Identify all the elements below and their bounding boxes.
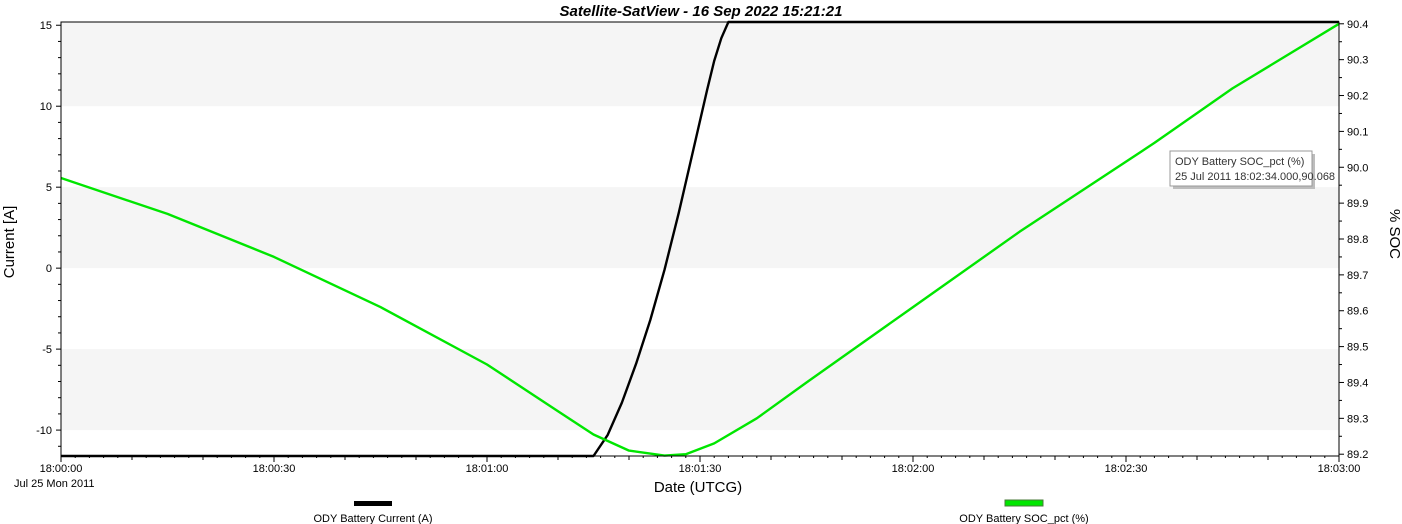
- grid-band: [61, 349, 1339, 431]
- y-right-tick-label: 89.6: [1347, 306, 1368, 318]
- y-right-tick-label: 89.2: [1347, 449, 1368, 461]
- grid-band: [61, 22, 1339, 107]
- y-right-tick-label: 89.5: [1347, 342, 1368, 354]
- series-line-battery-soc: [60, 22, 1340, 457]
- y-right-tick-label: 89.8: [1347, 234, 1368, 246]
- legend-label-current: ODY Battery Current (A): [314, 513, 433, 524]
- y-left-tick-label: 15: [40, 20, 52, 32]
- x-tick-label: 18:00:30: [253, 463, 296, 475]
- y-right-tick-label: 90.4: [1347, 19, 1368, 31]
- y-right-ticks: 90.4 90.3 90.2 90.1 90.0 89.9 89.8 89.7 89.6 89.5…: [1339, 19, 1368, 461]
- x-date-label: Jul 25 Mon 2011: [14, 478, 95, 490]
- y-left-tick-label: -5: [42, 344, 52, 356]
- legend-swatch-current: [354, 501, 392, 506]
- y-right-tick-label: 90.0: [1347, 162, 1368, 174]
- y-right-tick-label: 89.9: [1347, 198, 1368, 210]
- y-right-tick-label: 90.3: [1347, 55, 1368, 67]
- y-left-axis-title: Current [A]: [1, 206, 18, 279]
- x-axis-title: Date (UTCG): [654, 479, 742, 496]
- legend-label-soc: ODY Battery SOC_pct (%): [959, 513, 1088, 524]
- series-layer: [60, 20, 1340, 458]
- tooltip-box: [1169, 150, 1313, 187]
- x-tick-label: 18:02:30: [1105, 463, 1148, 475]
- x-tick-label: 18:01:30: [679, 463, 722, 475]
- plot-frame: [60, 21, 1340, 457]
- y-left-ticks: 15 10 5 0 -5 -10: [36, 20, 61, 447]
- tooltip: ODY Battery SOC_pct (%) 25 Jul 2011 18:0…: [1169, 150, 1335, 189]
- tooltip-line2: 25 Jul 2011 18:02:34.000,90.068: [1175, 171, 1335, 183]
- series-line-battery-current: [61, 20, 1339, 458]
- y-left-tick-label: 5: [46, 182, 52, 194]
- y-left-tick-label: 10: [40, 101, 52, 113]
- x-tick-label: 18:03:00: [1318, 463, 1361, 475]
- tooltip-line1: ODY Battery SOC_pct (%): [1175, 156, 1304, 168]
- x-tick-label: 18:01:00: [466, 463, 509, 475]
- y-left-tick-label: 0: [46, 263, 52, 275]
- y-right-tick-label: 90.1: [1347, 126, 1368, 138]
- y-right-tick-label: 90.2: [1347, 91, 1368, 103]
- y-left-tick-label: -10: [36, 425, 52, 437]
- grid-bands: [61, 22, 1339, 431]
- y-right-tick-label: 89.7: [1347, 270, 1368, 282]
- x-tick-label: 18:02:00: [892, 463, 935, 475]
- y-right-tick-label: 89.4: [1347, 377, 1368, 389]
- legend: ODY Battery Current (A) ODY Battery SOC_…: [314, 499, 1089, 524]
- x-tick-label: 18:00:00: [40, 463, 83, 475]
- x-ticks: 18:00:00 18:00:30 18:01:00 18:01:30 18:02:00…: [40, 456, 1361, 475]
- y-right-axis-title: % SOC: [1386, 209, 1402, 259]
- legend-swatch-soc: [1004, 499, 1044, 507]
- grid-band: [61, 187, 1339, 269]
- y-right-tick-label: 89.3: [1347, 413, 1368, 425]
- chart-title: Satellite-SatView - 16 Sep 2022 15:21:21: [560, 3, 843, 20]
